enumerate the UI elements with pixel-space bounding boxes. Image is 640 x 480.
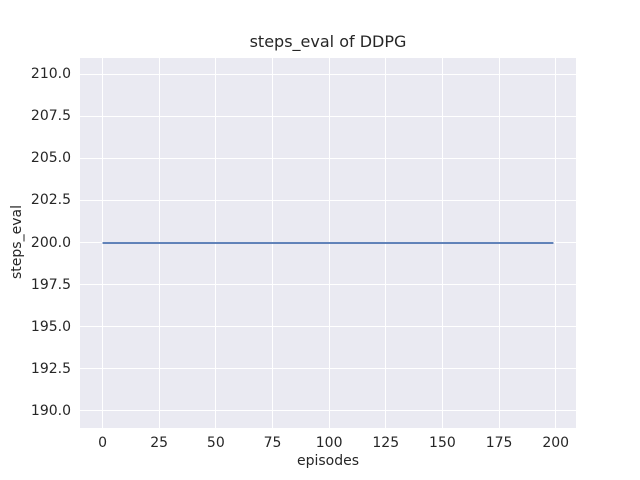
y-gridline xyxy=(80,326,576,328)
y-tick-label: 202.5 xyxy=(30,192,71,209)
x-tick-label: 175 xyxy=(485,434,513,451)
x-axis-label: episodes xyxy=(296,453,360,469)
y-tick-label: 190.0 xyxy=(30,402,71,419)
x-tick-label: 100 xyxy=(315,434,343,451)
x-tick-label: 25 xyxy=(150,434,169,451)
y-gridline xyxy=(80,73,576,75)
y-gridline xyxy=(80,284,576,286)
x-tick-label: 0 xyxy=(98,434,107,451)
y-tick-label: 197.5 xyxy=(30,276,71,293)
y-tick-label: 195.0 xyxy=(30,318,71,335)
x-tick-label: 75 xyxy=(263,434,282,451)
chart-title: steps_eval of DDPG xyxy=(249,32,407,51)
y-tick-label: 192.5 xyxy=(30,360,71,377)
y-tick-label: 200.0 xyxy=(30,234,71,251)
x-tick-label: 200 xyxy=(542,434,570,451)
x-tick-label: 50 xyxy=(206,434,225,451)
y-gridline xyxy=(80,157,576,159)
y-tick-label: 207.5 xyxy=(30,108,71,125)
y-gridline xyxy=(80,115,576,117)
y-gridline xyxy=(80,368,576,370)
y-gridline xyxy=(80,199,576,201)
y-tick-label: 205.0 xyxy=(30,150,71,167)
x-tick-label: 150 xyxy=(429,434,456,451)
plot-area xyxy=(80,57,576,428)
x-tick-label: 125 xyxy=(372,434,400,451)
series-layer xyxy=(102,241,554,244)
y-gridline xyxy=(80,410,576,412)
y-tick-label: 210.0 xyxy=(30,66,71,83)
